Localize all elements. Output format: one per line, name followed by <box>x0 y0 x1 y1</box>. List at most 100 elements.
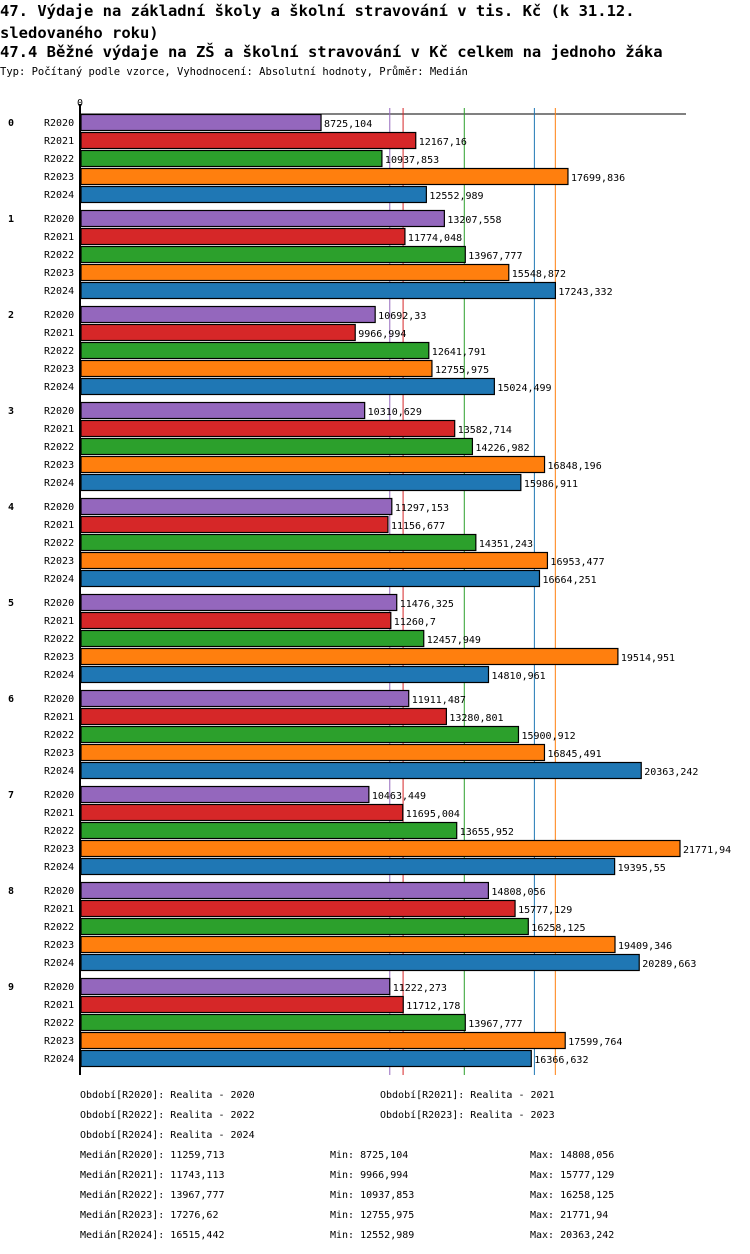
bar-r2020 <box>80 401 366 420</box>
series-label: R2024 <box>44 958 74 969</box>
data-label: 16664,251 <box>542 575 596 586</box>
bar-r2021 <box>80 995 404 1014</box>
data-label: 13967,777 <box>468 251 522 262</box>
series-label: R2022 <box>44 538 74 549</box>
data-label: 16258,125 <box>531 923 585 934</box>
series-label: R2021 <box>44 424 74 435</box>
data-label: 19409,346 <box>618 941 672 952</box>
data-label: 21771,94 <box>683 845 731 856</box>
series-label: R2020 <box>44 694 74 705</box>
data-label: 12552,989 <box>429 191 483 202</box>
series-label: R2023 <box>44 364 74 375</box>
series-label: R2024 <box>44 1054 74 1065</box>
data-label: 11695,004 <box>406 809 460 820</box>
bar-r2023 <box>80 167 569 186</box>
series-label: R2020 <box>44 118 74 129</box>
bar-r2024 <box>80 857 616 876</box>
stat-median: Medián[R2023]: 17276,62 <box>80 1210 219 1221</box>
data-label: 13967,777 <box>468 1019 522 1030</box>
data-label: 10937,853 <box>385 155 439 166</box>
bar-r2022 <box>80 917 529 936</box>
series-label: R2021 <box>44 616 74 627</box>
category-label: 0 <box>8 118 14 129</box>
series-label: R2020 <box>44 886 74 897</box>
series-label: R2023 <box>44 748 74 759</box>
bar-r2024 <box>80 761 642 780</box>
bar-r2022 <box>80 149 383 168</box>
series-label: R2020 <box>44 598 74 609</box>
data-label: 13582,714 <box>458 425 512 436</box>
bar-r2023 <box>80 647 619 666</box>
bar-r2020 <box>80 881 490 900</box>
series-label: R2024 <box>44 766 74 777</box>
bar-r2022 <box>80 341 430 360</box>
series-label: R2021 <box>44 1000 74 1011</box>
bar-r2020 <box>80 977 391 996</box>
bar-r2021 <box>80 611 392 630</box>
stat-min: Min: 8725,104 <box>330 1150 409 1161</box>
series-label: R2024 <box>44 190 74 201</box>
bar-r2021 <box>80 419 456 438</box>
stat-median: Medián[R2021]: 11743,113 <box>80 1170 225 1181</box>
series-label: R2023 <box>44 652 74 663</box>
bar-r2020 <box>80 497 393 516</box>
bar-r2022 <box>80 437 474 456</box>
data-label: 12755,975 <box>435 365 489 376</box>
bar-r2024 <box>80 569 541 588</box>
series-label: R2021 <box>44 712 74 723</box>
legend-period-r2024: Období[R2024]: Realita - 2024 <box>80 1130 255 1141</box>
bar-r2023 <box>80 263 510 282</box>
bar-r2022 <box>80 725 520 744</box>
bar-r2021 <box>80 323 356 342</box>
category-label: 4 <box>8 502 14 513</box>
bar-r2021 <box>80 131 417 150</box>
category-label: 8 <box>8 886 14 897</box>
data-label: 11260,7 <box>394 617 436 628</box>
bar-r2021 <box>80 227 406 246</box>
data-label: 11911,487 <box>412 695 466 706</box>
category-label: 6 <box>8 694 14 705</box>
stat-max: Max: 20363,242 <box>530 1230 615 1241</box>
series-label: R2022 <box>44 1018 74 1029</box>
data-label: 8725,104 <box>324 119 372 130</box>
data-label: 13280,801 <box>449 713 503 724</box>
stat-max: Max: 21771,94 <box>530 1210 609 1221</box>
chart-subtitle: 47.4 Běžné výdaje na ZŠ a školní stravov… <box>0 43 663 61</box>
data-label: 13655,952 <box>460 827 514 838</box>
series-label: R2023 <box>44 268 74 279</box>
bar-r2023 <box>80 551 549 570</box>
series-label: R2021 <box>44 328 74 339</box>
series-label: R2023 <box>44 844 74 855</box>
data-label: 11774,048 <box>408 233 462 244</box>
bar-r2021 <box>80 515 389 534</box>
series-label: R2022 <box>44 346 74 357</box>
legend-period-r2021: Období[R2021]: Realita - 2021 <box>380 1090 555 1101</box>
category-label: 2 <box>8 310 14 321</box>
series-label: R2020 <box>44 310 74 321</box>
data-label: 11222,273 <box>393 983 447 994</box>
stat-min: Min: 10937,853 <box>330 1190 415 1201</box>
series-label: R2024 <box>44 670 74 681</box>
series-label: R2020 <box>44 502 74 513</box>
data-label: 11476,325 <box>400 599 454 610</box>
series-label: R2023 <box>44 1036 74 1047</box>
data-label: 16848,196 <box>548 461 602 472</box>
series-label: R2022 <box>44 922 74 933</box>
bar-r2021 <box>80 707 447 726</box>
data-label: 10310,629 <box>368 407 422 418</box>
data-label: 12641,791 <box>432 347 486 358</box>
series-label: R2023 <box>44 940 74 951</box>
category-label: 1 <box>8 214 14 225</box>
x-tick-label: 0 <box>77 98 83 109</box>
legend-period-r2022: Období[R2022]: Realita - 2022 <box>80 1110 255 1121</box>
stat-median: Medián[R2020]: 11259,713 <box>80 1150 225 1161</box>
stat-min: Min: 12552,989 <box>330 1230 415 1241</box>
bar-r2021 <box>80 899 516 918</box>
bar-r2020 <box>80 785 370 804</box>
series-label: R2022 <box>44 154 74 165</box>
bar-r2023 <box>80 743 546 762</box>
category-label: 9 <box>8 982 14 993</box>
bar-r2024 <box>80 377 495 396</box>
bar-r2024 <box>80 665 490 684</box>
series-label: R2023 <box>44 556 74 567</box>
